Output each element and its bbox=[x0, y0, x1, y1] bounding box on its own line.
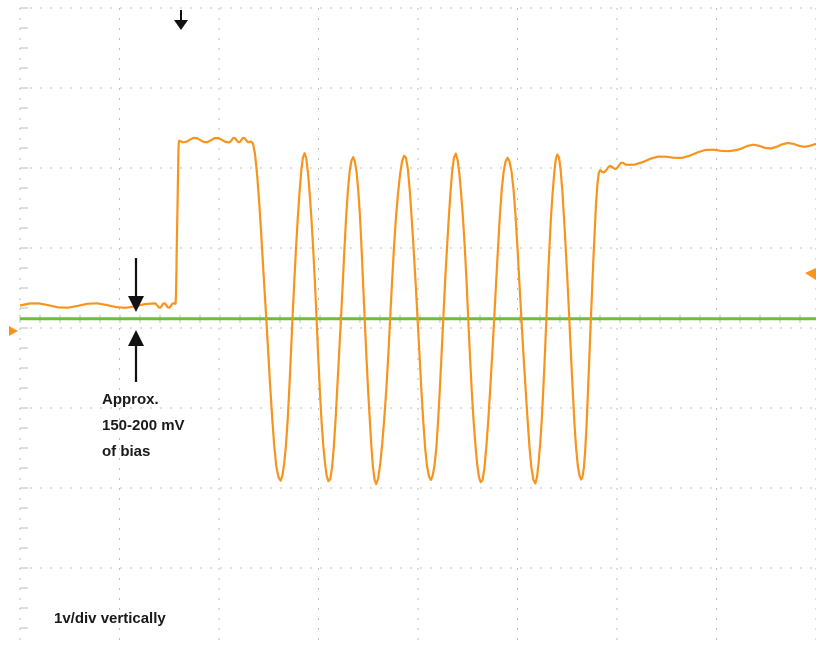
signal-waveform bbox=[19, 136, 816, 486]
trigger-level-marker-right bbox=[805, 268, 816, 280]
bias-down-arrow bbox=[128, 258, 144, 312]
bias-annotation-line2: 150-200 mV bbox=[102, 417, 185, 434]
trigger-position-arrow bbox=[174, 10, 188, 30]
vertical-scale-note: 1v/div vertically bbox=[54, 610, 166, 627]
bias-annotation-line1: Approx. bbox=[102, 391, 159, 408]
bias-annotation-line3: of bias bbox=[102, 443, 150, 460]
ground-marker-left bbox=[9, 326, 18, 336]
graticule-grid bbox=[19, 7, 816, 645]
bias-up-arrow bbox=[128, 330, 144, 382]
